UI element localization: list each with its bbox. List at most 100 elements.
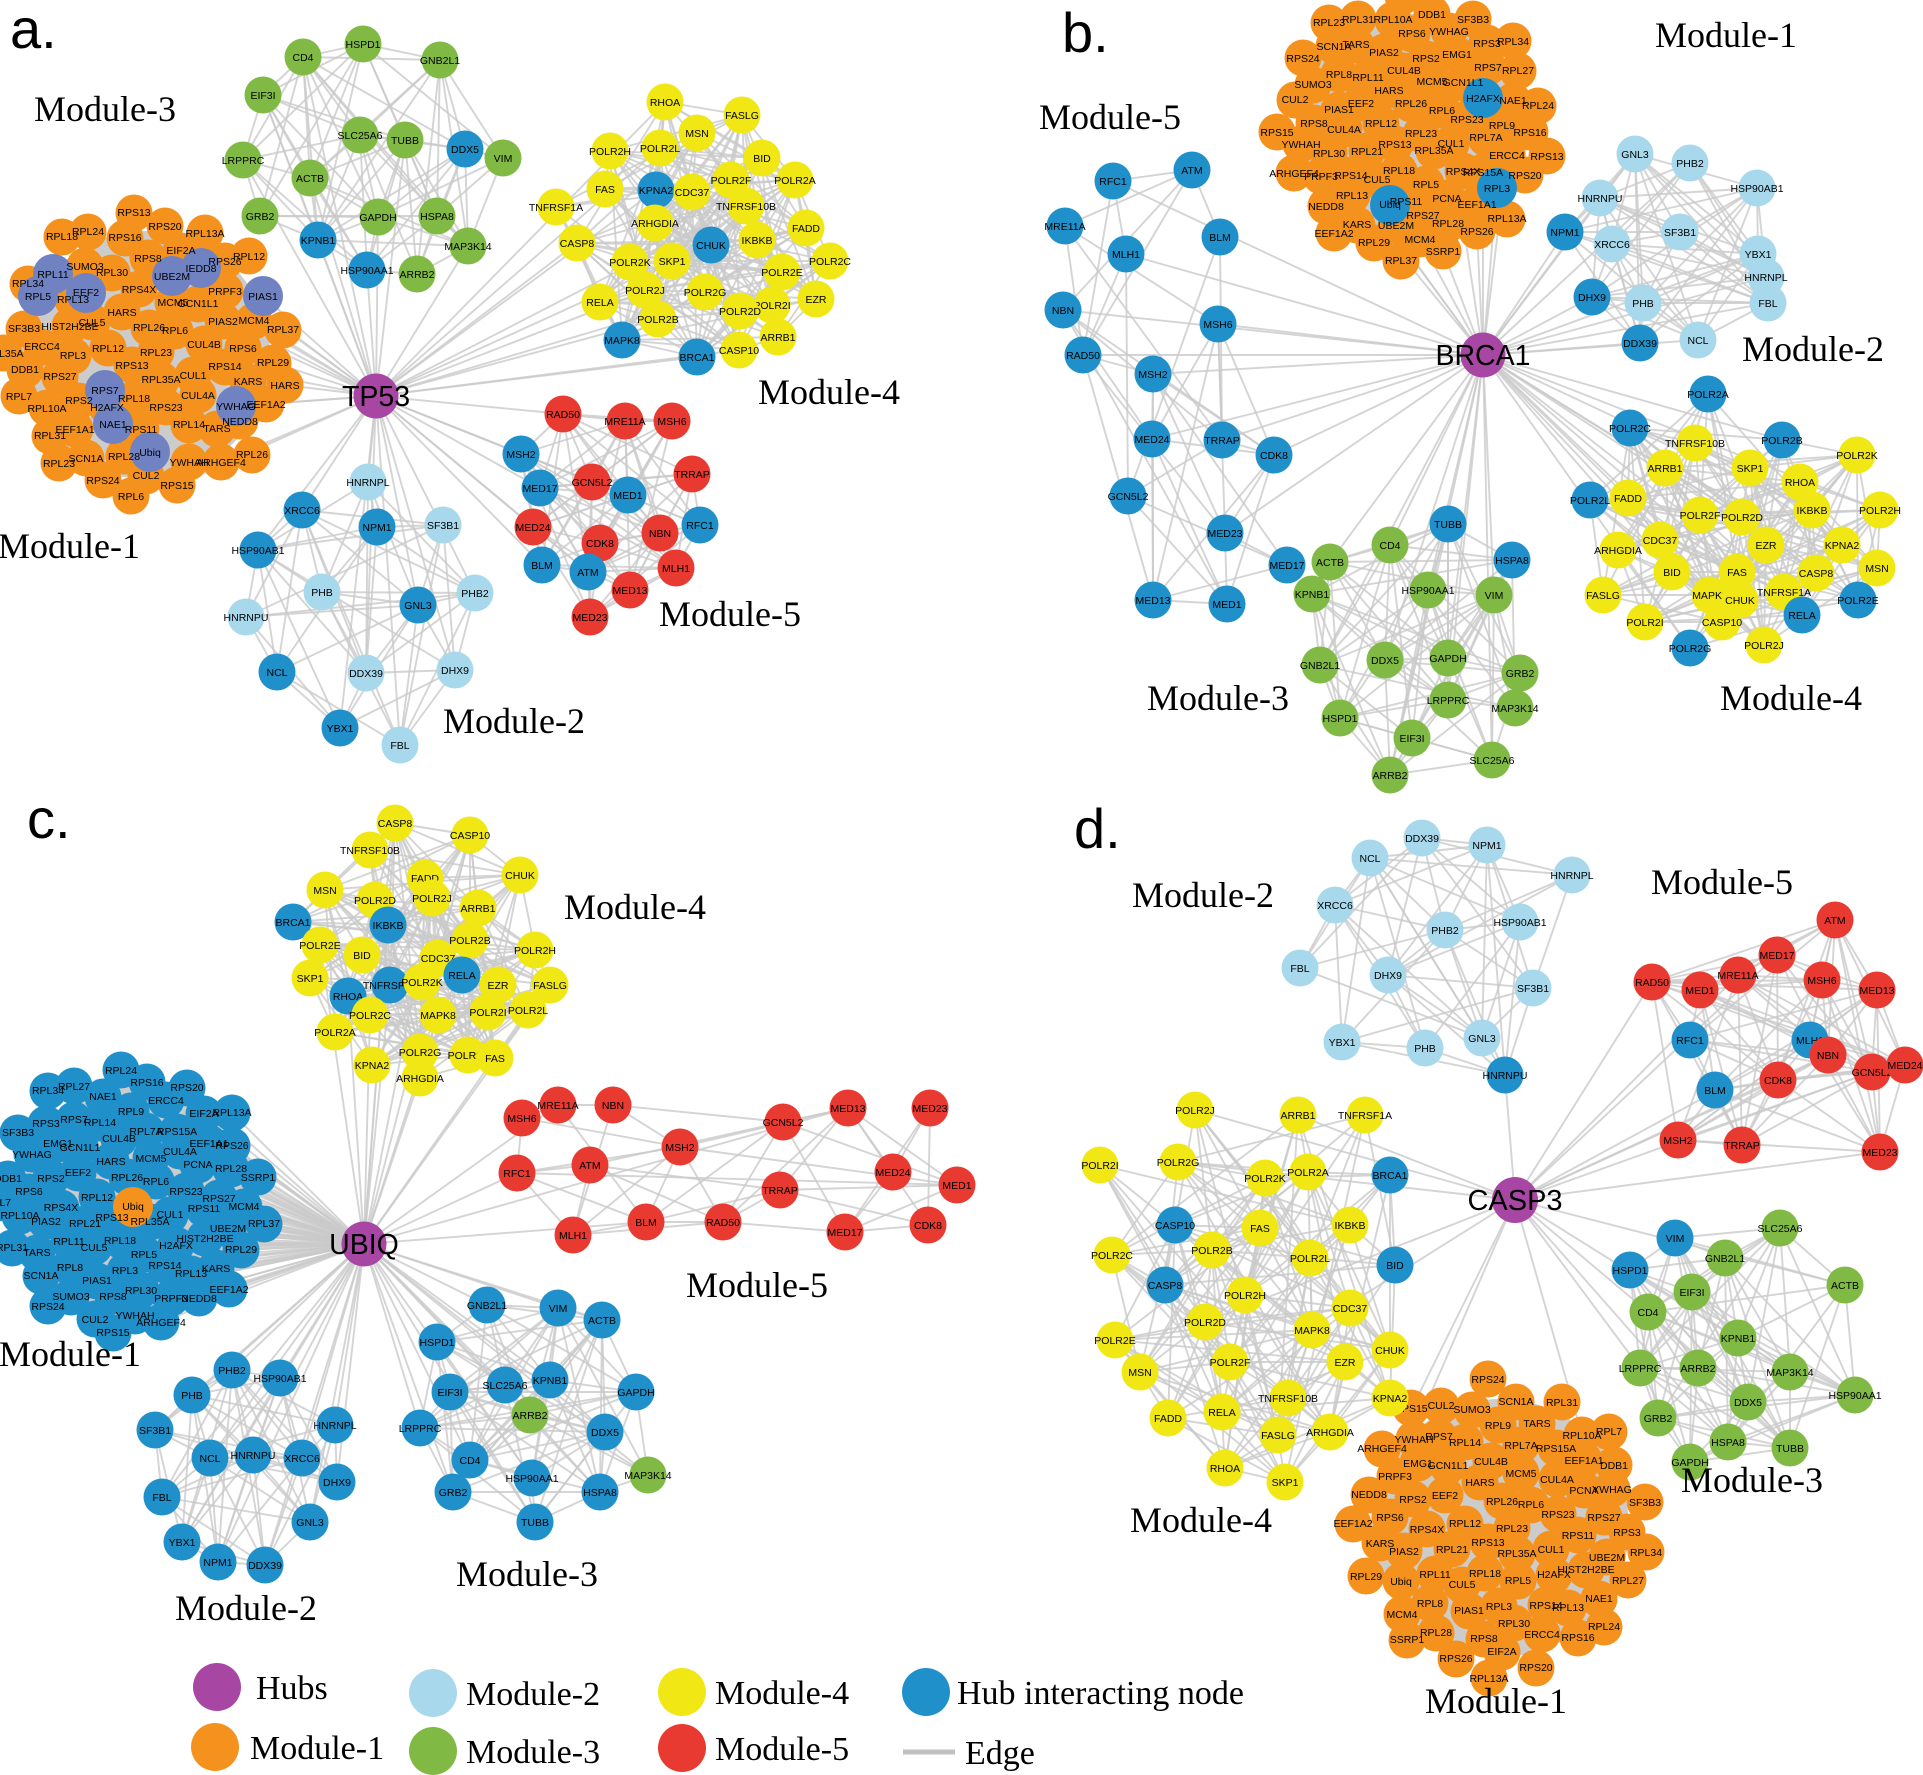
svg-text:GAPDH: GAPDH: [1671, 1457, 1708, 1469]
svg-text:GRB2: GRB2: [1506, 668, 1535, 680]
svg-text:POLR2G: POLR2G: [1669, 643, 1712, 655]
svg-text:ARHGDIA: ARHGDIA: [396, 1073, 444, 1085]
svg-text:RPL7: RPL7: [1596, 1426, 1622, 1438]
svg-text:MSN: MSN: [313, 885, 336, 897]
svg-text:CUL4A: CUL4A: [1327, 124, 1361, 136]
svg-text:RPL24: RPL24: [72, 226, 104, 238]
svg-text:RPS8: RPS8: [99, 1291, 127, 1303]
svg-text:FBL: FBL: [390, 740, 409, 752]
svg-text:SF3B1: SF3B1: [1664, 227, 1696, 239]
svg-text:RPL7A: RPL7A: [129, 1126, 162, 1138]
svg-text:KPNA2: KPNA2: [355, 1060, 390, 1072]
svg-text:Module-2: Module-2: [175, 1588, 317, 1628]
svg-text:EZR: EZR: [488, 980, 509, 992]
svg-text:FAS: FAS: [1727, 567, 1747, 579]
svg-text:EMG1: EMG1: [1403, 1458, 1433, 1470]
svg-text:MRE11A: MRE11A: [1044, 221, 1085, 233]
svg-text:POLR2C: POLR2C: [349, 1010, 391, 1022]
svg-text:MSH6: MSH6: [657, 416, 686, 428]
svg-text:RPS3: RPS3: [1473, 38, 1501, 50]
svg-text:RPL27: RPL27: [1612, 1575, 1644, 1587]
svg-text:DDB1: DDB1: [1418, 9, 1446, 21]
svg-text:PIAS1: PIAS1: [1324, 104, 1354, 116]
svg-text:GRB2: GRB2: [439, 1487, 468, 1499]
svg-text:KARS: KARS: [234, 376, 263, 388]
svg-text:CASP10: CASP10: [1702, 617, 1742, 629]
svg-text:GCN1L1: GCN1L1: [1443, 77, 1484, 89]
svg-text:RPL12: RPL12: [1365, 118, 1397, 130]
svg-text:POLR2F: POLR2F: [711, 175, 752, 187]
svg-text:RPS8: RPS8: [1470, 1633, 1498, 1645]
svg-text:RPS6: RPS6: [229, 343, 257, 355]
svg-text:BID: BID: [1386, 1260, 1404, 1272]
svg-text:RPL21: RPL21: [69, 1218, 101, 1230]
svg-text:MLH1: MLH1: [662, 563, 690, 575]
svg-text:ERCC4: ERCC4: [24, 341, 60, 353]
svg-text:POLR2A: POLR2A: [774, 175, 815, 187]
svg-text:POLR2A: POLR2A: [1287, 1167, 1328, 1179]
svg-text:HSPA8: HSPA8: [1495, 555, 1529, 567]
svg-text:Module-3: Module-3: [1147, 678, 1289, 718]
svg-text:CUL5: CUL5: [1449, 1579, 1476, 1591]
svg-text:ARRB1: ARRB1: [760, 332, 795, 344]
svg-text:PHB2: PHB2: [218, 1365, 246, 1377]
svg-text:PIAS1: PIAS1: [248, 291, 278, 303]
svg-text:RFC1: RFC1: [686, 520, 714, 532]
svg-text:RPS26: RPS26: [215, 1140, 248, 1152]
svg-text:RPL26: RPL26: [1486, 1496, 1518, 1508]
svg-text:SCN1A: SCN1A: [23, 1270, 58, 1282]
svg-text:GAPDH: GAPDH: [617, 1387, 654, 1399]
svg-text:RPL7A: RPL7A: [1469, 132, 1502, 144]
svg-text:RPS16: RPS16: [1513, 127, 1546, 139]
svg-text:SCN1A: SCN1A: [1498, 1396, 1533, 1408]
svg-text:Ubiq: Ubiq: [1390, 1576, 1412, 1588]
svg-text:SCN1A: SCN1A: [68, 453, 103, 465]
svg-text:Module-4: Module-4: [758, 372, 900, 412]
svg-text:CDK8: CDK8: [1260, 450, 1288, 462]
svg-text:MED23: MED23: [572, 612, 607, 624]
svg-text:RPL3: RPL3: [1486, 1601, 1512, 1613]
svg-text:TARS: TARS: [203, 423, 230, 435]
svg-text:CD4: CD4: [292, 52, 313, 64]
svg-text:BRCA1: BRCA1: [679, 352, 714, 364]
svg-text:RPL23: RPL23: [43, 458, 75, 470]
svg-text:RPL31: RPL31: [0, 1242, 28, 1254]
svg-text:RPL28: RPL28: [215, 1163, 247, 1175]
svg-text:SF3B3: SF3B3: [8, 323, 40, 335]
svg-text:PIAS1: PIAS1: [82, 1275, 112, 1287]
svg-text:MAP3K14: MAP3K14: [444, 241, 491, 253]
svg-text:RPS13: RPS13: [115, 360, 148, 372]
svg-text:RPL10A: RPL10A: [27, 403, 66, 415]
svg-text:CHUK: CHUK: [696, 240, 726, 252]
svg-text:CUL4B: CUL4B: [1387, 65, 1421, 77]
svg-text:RPL3: RPL3: [1484, 183, 1510, 195]
svg-text:RPS23: RPS23: [1450, 114, 1483, 126]
svg-text:RPL34: RPL34: [12, 278, 44, 290]
svg-text:GNB2L1: GNB2L1: [467, 1300, 507, 1312]
svg-text:SUMO3: SUMO3: [52, 1291, 90, 1303]
svg-text:YBX1: YBX1: [327, 723, 354, 735]
svg-text:RPL13: RPL13: [57, 294, 89, 306]
svg-text:POLR2D: POLR2D: [719, 306, 761, 318]
svg-text:GNL3: GNL3: [296, 1517, 324, 1529]
svg-text:Module-2: Module-2: [1132, 875, 1274, 915]
svg-text:BRCA1: BRCA1: [1435, 340, 1530, 372]
svg-text:RHOA: RHOA: [1785, 477, 1815, 489]
svg-text:HSPD1: HSPD1: [1612, 1265, 1647, 1277]
svg-text:POLR2G: POLR2G: [399, 1047, 442, 1059]
svg-text:MED23: MED23: [1207, 528, 1242, 540]
svg-text:NCL: NCL: [1687, 335, 1708, 347]
svg-text:RPS20: RPS20: [170, 1082, 203, 1094]
svg-text:POLR2K: POLR2K: [1836, 450, 1877, 462]
svg-text:Module-2: Module-2: [1742, 329, 1884, 369]
svg-text:POLR2L: POLR2L: [1290, 1253, 1330, 1265]
svg-text:EIF3I: EIF3I: [437, 1387, 462, 1399]
svg-text:TUBB: TUBB: [1776, 1443, 1804, 1455]
svg-text:SF3B1: SF3B1: [1517, 983, 1549, 995]
svg-text:Hubs: Hubs: [256, 1670, 328, 1707]
svg-text:CASP8: CASP8: [560, 238, 595, 250]
svg-text:POLR2F: POLR2F: [1680, 510, 1721, 522]
svg-text:RPL18: RPL18: [1469, 1568, 1501, 1580]
svg-text:POLR2C: POLR2C: [809, 256, 851, 268]
svg-text:RPS15A: RPS15A: [157, 1126, 197, 1138]
